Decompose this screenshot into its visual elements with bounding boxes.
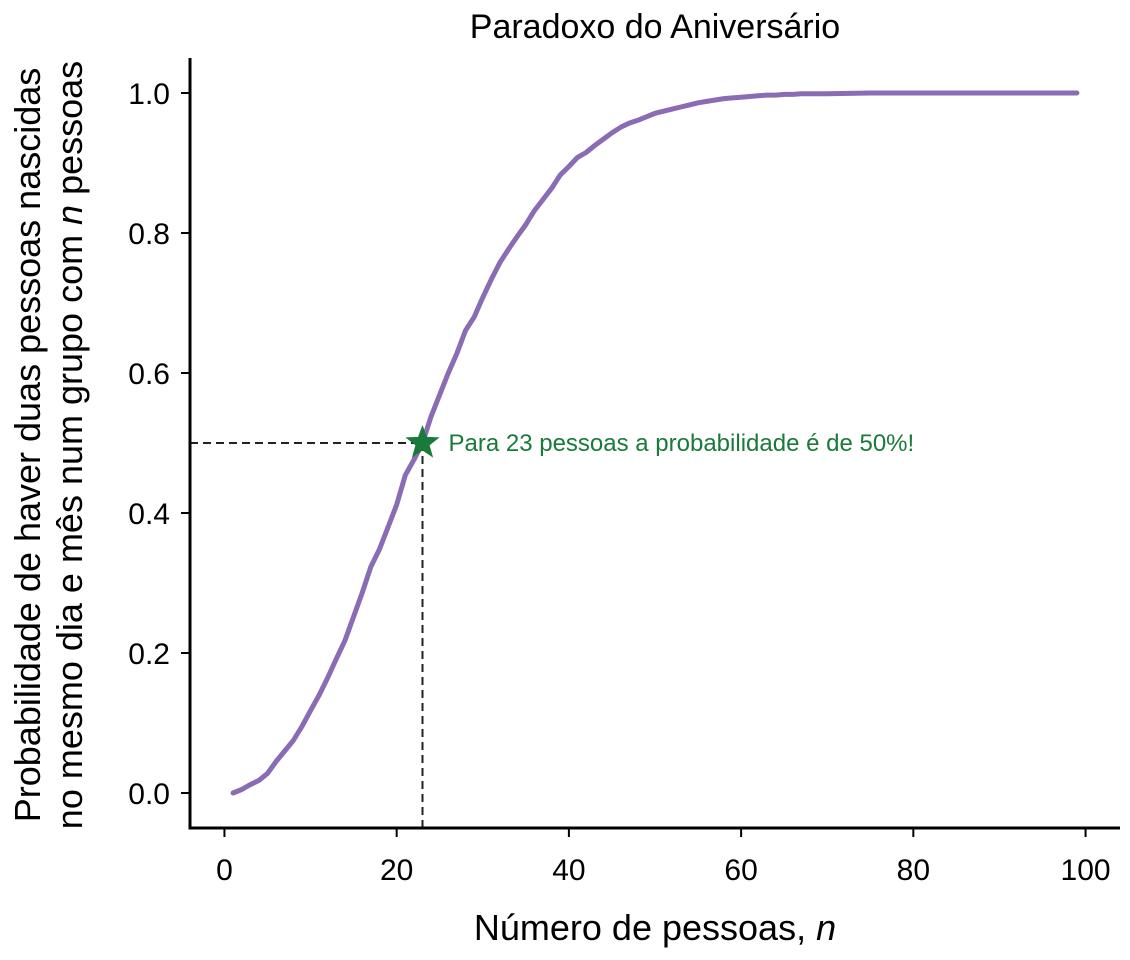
- series-group: [230, 90, 1080, 796]
- x-axis-title-text: Número de pessoas,: [474, 907, 816, 948]
- y-tick-label: 0.6: [128, 358, 170, 391]
- x-tick-label: 60: [724, 854, 757, 887]
- y-axis-title: Probabilidade de haver duas pessoas nasc…: [7, 61, 90, 829]
- y-tick-label: 0.8: [128, 218, 170, 251]
- x-tick-label: 20: [380, 854, 413, 887]
- y-tick-label: 1.0: [128, 78, 170, 111]
- x-axis-title: Número de pessoas, n: [474, 907, 836, 948]
- guide-lines: [190, 442, 424, 828]
- y-tick-label: 0.2: [128, 638, 170, 671]
- highlight-star-marker: [405, 425, 440, 458]
- y-axis-title-line2: no mesmo dia e mês num grupo com n pesso…: [49, 61, 90, 829]
- y-axis-title-line2-variable: n: [49, 205, 90, 225]
- y-tick-label: 0.0: [128, 778, 170, 811]
- y-axis-title-line2-text: no mesmo dia e mês num grupo com: [49, 225, 90, 829]
- x-ticks: 0 20 40 60 80 100: [216, 828, 1111, 887]
- y-axis-title-line1: Probabilidade de haver duas pessoas nasc…: [7, 68, 48, 823]
- y-tick-label: 0.4: [128, 498, 170, 531]
- y-axis-title-line2-suffix: pessoas: [49, 61, 90, 205]
- x-axis-title-variable: n: [816, 907, 836, 948]
- x-tick-label: 100: [1061, 854, 1111, 887]
- x-tick-label: 80: [897, 854, 930, 887]
- chart-title: Paradoxo do Aniversário: [470, 8, 840, 46]
- axes: [188, 58, 1120, 830]
- x-tick-label: 0: [216, 854, 233, 887]
- x-tick-label: 40: [552, 854, 585, 887]
- highlight-annotation: Para 23 pessoas a probabilidade é de 50%…: [449, 430, 915, 457]
- y-ticks: 0.0 0.2 0.4 0.6 0.8 1.0: [128, 78, 190, 811]
- probability-curve: [230, 90, 1080, 796]
- highlight-group: Para 23 pessoas a probabilidade é de 50%…: [405, 425, 914, 458]
